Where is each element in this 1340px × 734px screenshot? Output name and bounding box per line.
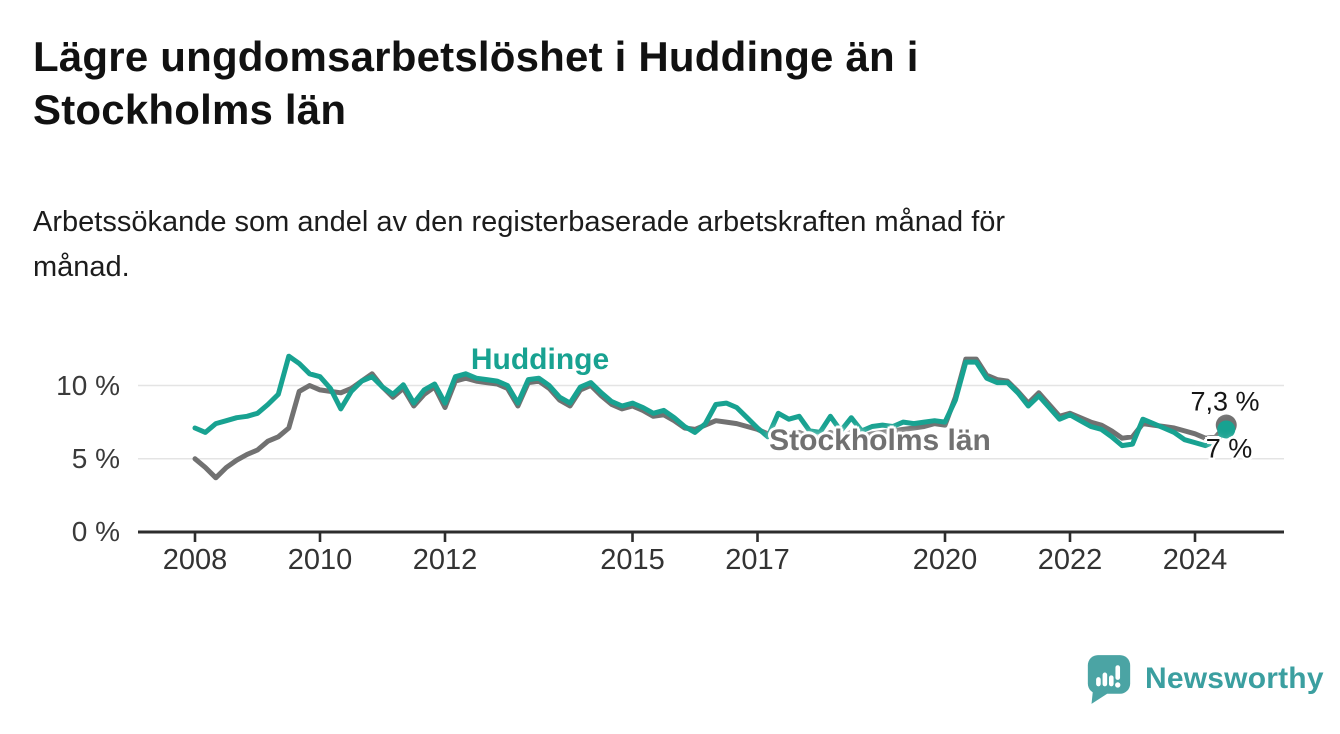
title-line-1: Lägre ungdomsarbetslöshet i Huddinge än … <box>33 33 919 80</box>
series-label-stockholms-lan: Stockholms län <box>769 424 991 457</box>
logo-wordmark: Newsworthy <box>1145 662 1324 695</box>
x-tick-label: 2010 <box>287 544 353 576</box>
end-value-label-stockholms-lan: 7,3 % <box>1190 386 1260 417</box>
page-title: Lägre ungdomsarbetslöshet i Huddinge än … <box>33 30 919 136</box>
bar-chart-speech-bubble-icon <box>1087 655 1131 704</box>
title-line-2: Stockholms län <box>33 86 347 133</box>
x-tick-label: 2012 <box>412 544 478 576</box>
subtitle-line-2: månad. <box>33 251 130 283</box>
x-tick-label: 2017 <box>725 544 790 576</box>
huddinge-end-dot <box>1217 420 1236 439</box>
x-tick-label: 2022 <box>1037 544 1103 576</box>
chart-subtitle: Arbetssökande som andel av den registerb… <box>33 200 1005 290</box>
end-value-label-huddinge: 7 % <box>1205 433 1253 464</box>
subtitle-line-1: Arbetssökande som andel av den registerb… <box>33 206 1006 238</box>
newsworthy-logo: Newsworthy <box>1086 652 1324 706</box>
x-tick-label: 2020 <box>912 544 978 576</box>
series-label-huddinge: Huddinge <box>470 343 610 376</box>
huddinge-line <box>192 353 1229 449</box>
x-tick-label: 2024 <box>1162 544 1228 576</box>
y-tick-label: 10 % <box>56 369 120 401</box>
x-tick-label: 2015 <box>600 544 665 576</box>
y-tick-label: 0 % <box>71 516 120 547</box>
x-tick-label: 2008 <box>162 544 228 576</box>
y-tick-label: 5 % <box>71 442 120 474</box>
